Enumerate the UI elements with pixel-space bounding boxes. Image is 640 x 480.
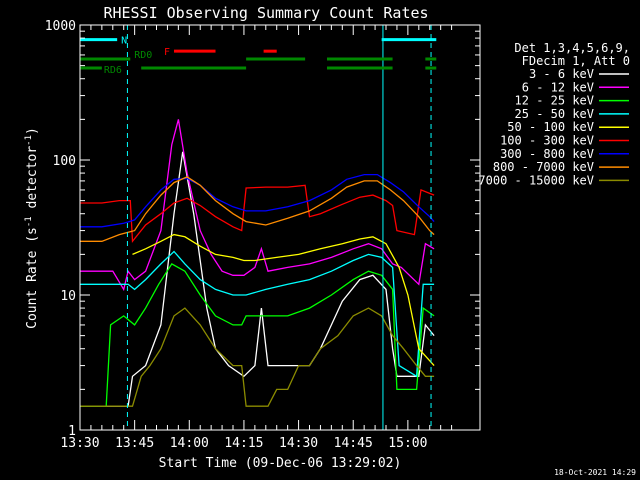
flag-label: RD6 (104, 65, 122, 76)
series-line (80, 173, 435, 228)
legend-label: 100 - 300 keV (500, 134, 594, 148)
ylabel-part1: Count Rate (s (25, 227, 40, 329)
x-axis: 13:30 13:45 14:00 14:15 14:30 14:45 15:00 (60, 25, 453, 451)
series-line (80, 176, 435, 242)
x-tick-label: 15:00 (388, 436, 427, 451)
ylabel-sup2: -1 (24, 135, 34, 146)
x-tick-label: 14:30 (279, 436, 318, 451)
y-axis: 1 10 100 1000 (45, 19, 480, 439)
y-tick-label: 10 (60, 289, 76, 304)
flag-label: N (121, 36, 127, 47)
ylabel-part2: detector (25, 146, 40, 217)
legend-label: 25 - 50 keV (515, 107, 594, 121)
series-line (80, 263, 435, 407)
y-axis-label: Count Rate (s-1 detector-1) (24, 127, 40, 329)
flag-label: F (164, 47, 170, 58)
x-tick-label: 13:30 (60, 436, 99, 451)
legend-label: 50 - 100 keV (507, 120, 594, 134)
legend-label: 300 - 800 keV (500, 147, 594, 161)
y-tick-label: 1 (68, 424, 76, 439)
y-tick-label: 100 (53, 154, 76, 169)
chart-title: RHESSI Observing Summary Count Rates (103, 4, 428, 22)
ylabel-close: ) (25, 127, 40, 135)
series-line (80, 184, 435, 244)
legend: Det 1,3,4,5,6,9, FDecim 1, Att 0 3 - 6 k… (478, 41, 630, 187)
legend-header-2: FDecim 1, Att 0 (522, 54, 630, 68)
x-tick-label: 14:00 (170, 436, 209, 451)
legend-label: 800 - 7000 keV (493, 160, 594, 174)
series-line (132, 233, 435, 367)
plot-area: N F RD0 RD6 (80, 25, 437, 430)
legend-label: 3 - 6 keV (529, 67, 594, 81)
legend-label: 12 - 25 keV (515, 94, 594, 108)
plot-frame (79, 24, 481, 431)
flag-label: RD0 (134, 50, 152, 61)
legend-label: 6 - 12 keV (522, 80, 594, 94)
y-tick-label: 1000 (45, 19, 76, 34)
x-axis-label: Start Time (09-Dec-06 13:29:02) (159, 456, 402, 471)
series-line (80, 250, 435, 378)
series-line (80, 151, 435, 407)
x-tick-label: 14:45 (334, 436, 373, 451)
footer-timestamp: 18-Oct-2021 14:29 (554, 468, 636, 477)
ylabel-sup1: -1 (24, 216, 34, 227)
series-line (80, 307, 435, 407)
legend-header-1: Det 1,3,4,5,6,9, (514, 41, 630, 55)
legend-label: 7000 - 15000 keV (478, 173, 594, 187)
x-tick-label: 13:45 (115, 436, 154, 451)
x-tick-label: 14:15 (224, 436, 263, 451)
series-line (80, 119, 435, 292)
